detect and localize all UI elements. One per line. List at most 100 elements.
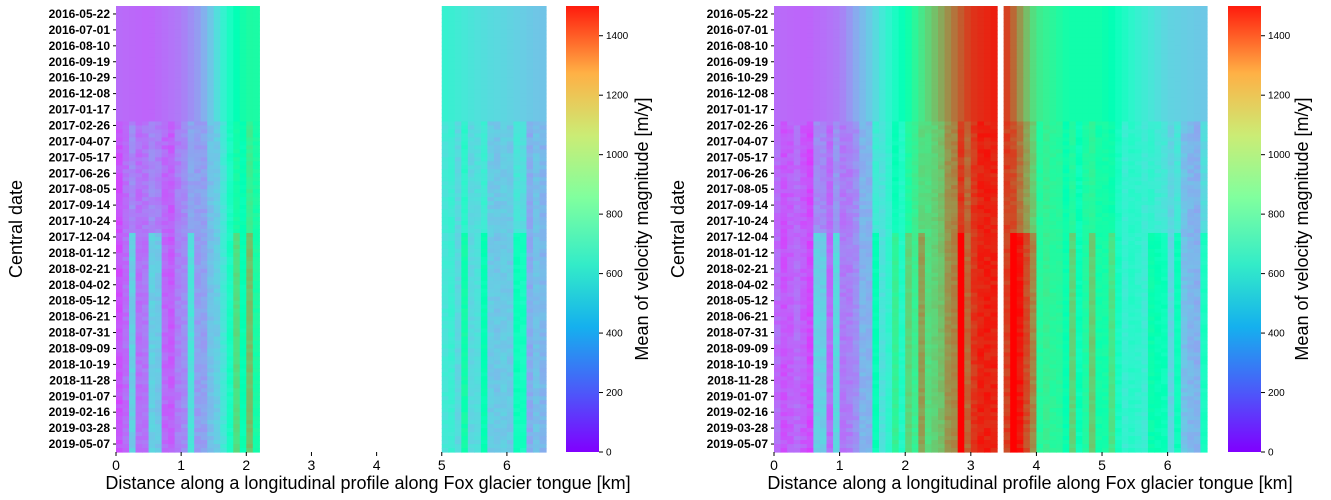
left-heatmap-cell [129, 276, 137, 282]
left-heatmap-cell [174, 300, 182, 306]
right-heatmap-cell [813, 13, 821, 19]
left-y-tick-label: 2017-09-14 [49, 198, 111, 212]
left-heatmap-cell [155, 73, 163, 79]
left-heatmap-cell [532, 344, 541, 350]
left-heatmap-cell [220, 392, 228, 397]
left-heatmap-cell [252, 428, 260, 433]
left-heatmap-cell [526, 380, 534, 385]
left-heatmap-cell [526, 412, 534, 417]
left-heatmap-cell [487, 37, 495, 43]
left-heatmap-cell [148, 448, 156, 453]
left-heatmap-cell [539, 93, 547, 99]
left-heatmap-cell [213, 217, 221, 222]
left-heatmap-cell [161, 177, 169, 182]
right-heatmap-cell [1200, 6, 1208, 11]
left-heatmap-cell [467, 121, 475, 127]
left-heatmap-cell [506, 244, 515, 250]
left-heatmap-cell [474, 260, 482, 266]
left-heatmap-cell [220, 105, 228, 111]
left-heatmap-cell [155, 392, 163, 397]
left-heatmap-cell [233, 77, 241, 83]
left-heatmap-cell [448, 240, 456, 246]
left-heatmap-cell [142, 173, 150, 178]
left-heatmap-cell [187, 85, 195, 91]
left-heatmap-cell [441, 300, 449, 306]
left-heatmap-cell [246, 372, 254, 377]
left-heatmap-cell [213, 432, 221, 437]
left-heatmap-cell [493, 137, 501, 142]
left-heatmap-cell [252, 388, 260, 393]
right-heatmap-cell [1088, 13, 1097, 19]
left-heatmap-cell [207, 177, 215, 182]
left-heatmap-cell [168, 225, 176, 230]
left-heatmap-cell [181, 424, 189, 429]
left-heatmap-cell [148, 408, 156, 413]
left-heatmap-cell [532, 408, 541, 413]
left-heatmap-cell [519, 252, 528, 258]
left-heatmap-cell [135, 21, 143, 27]
left-heatmap-cell [200, 25, 208, 31]
left-heatmap-cell [532, 404, 541, 409]
left-heatmap-cell [519, 416, 528, 421]
left-heatmap-cell [467, 137, 475, 142]
right-heatmap-cell [1154, 41, 1162, 47]
right-heatmap-cell [970, 37, 978, 43]
left-heatmap-cell [467, 133, 475, 139]
right-heatmap-cell [1167, 17, 1175, 23]
left-heatmap-cell [519, 272, 528, 278]
right-heatmap-cell [1115, 33, 1123, 39]
left-heatmap-cell [207, 205, 215, 210]
right-heatmap-cell [1174, 33, 1182, 39]
left-heatmap-cell [155, 57, 163, 63]
left-heatmap-cell [116, 448, 124, 453]
left-heatmap-cell [233, 340, 241, 346]
left-heatmap-cell [148, 101, 156, 107]
left-heatmap-cell [506, 217, 515, 222]
left-heatmap-cell [487, 197, 495, 202]
left-heatmap-cell [500, 61, 508, 67]
left-heatmap-cell [116, 213, 124, 218]
left-heatmap-cell [506, 264, 515, 270]
right-heatmap-cell [1016, 6, 1024, 11]
right-heatmap-cell [1010, 37, 1018, 43]
left-heatmap-cell [239, 97, 247, 103]
right-heatmap-cells [774, 6, 1208, 453]
left-heatmap-cell [526, 13, 534, 19]
left-heatmap-cell [168, 320, 176, 326]
left-heatmap-cell [239, 400, 247, 405]
right-heatmap-cell [885, 21, 893, 27]
right-heatmap-cell [944, 37, 952, 43]
left-heatmap-cell [174, 384, 182, 389]
left-heatmap-cell [500, 348, 508, 354]
right-heatmap-cell [859, 9, 867, 15]
right-heatmap-cell [944, 9, 952, 15]
left-heatmap-cell [129, 444, 137, 449]
left-heatmap-cell [506, 392, 515, 397]
left-heatmap-cell [135, 292, 143, 298]
left-heatmap-cell [161, 197, 169, 202]
left-heatmap-cell [519, 404, 528, 409]
left-heatmap-cell [142, 240, 150, 246]
left-heatmap-cell [155, 53, 163, 59]
left-heatmap-cell [116, 109, 124, 115]
left-heatmap-cell [506, 53, 515, 59]
left-heatmap-cell [448, 129, 456, 135]
left-heatmap-cell [513, 49, 521, 55]
left-heatmap-cell [500, 272, 508, 278]
left-heatmap-cell [168, 69, 176, 75]
left-heatmap-cell [454, 448, 462, 453]
left-heatmap-cell [220, 217, 228, 222]
left-heatmap-cell [181, 125, 189, 131]
left-heatmap-cell [181, 308, 189, 314]
right-heatmap-cell [964, 29, 972, 35]
left-heatmap-cell [174, 280, 182, 286]
left-heatmap-cell [168, 384, 176, 389]
left-heatmap-cell [480, 53, 488, 59]
left-heatmap-cell [226, 240, 234, 246]
left-heatmap-cell [513, 17, 521, 23]
left-heatmap-cell [474, 392, 482, 397]
left-heatmap-cell [448, 380, 456, 385]
left-heatmap-cell [129, 109, 137, 115]
left-heatmap-cell [148, 312, 156, 318]
left-heatmap-cell [168, 205, 176, 210]
